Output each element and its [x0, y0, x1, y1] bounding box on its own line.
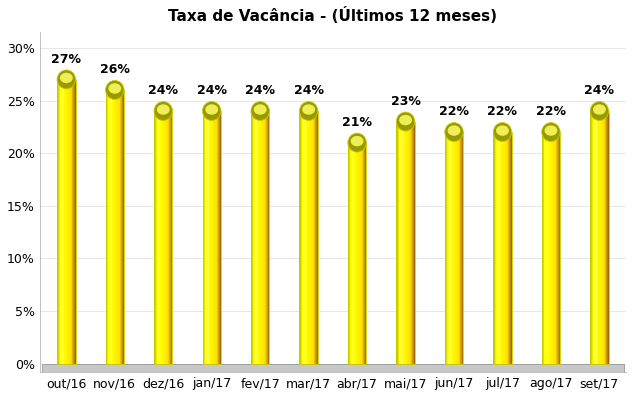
Text: 22%: 22% — [487, 106, 518, 118]
Text: 24%: 24% — [245, 84, 275, 97]
Bar — [154, 111, 172, 364]
Bar — [396, 121, 415, 364]
Ellipse shape — [157, 104, 170, 115]
Ellipse shape — [205, 104, 218, 115]
Text: 22%: 22% — [536, 106, 566, 118]
Ellipse shape — [351, 136, 363, 146]
Bar — [590, 111, 608, 364]
Text: 24%: 24% — [584, 84, 615, 97]
Title: Taxa de Vacância - (Últimos 12 meses): Taxa de Vacância - (Últimos 12 meses) — [168, 7, 498, 24]
Bar — [542, 132, 560, 364]
Text: 24%: 24% — [148, 84, 179, 97]
Ellipse shape — [348, 133, 367, 152]
Bar — [42, 364, 624, 372]
Ellipse shape — [60, 73, 73, 83]
Ellipse shape — [154, 102, 172, 121]
Text: 22%: 22% — [439, 106, 469, 118]
Ellipse shape — [448, 125, 460, 136]
Ellipse shape — [399, 115, 412, 125]
Ellipse shape — [542, 123, 560, 142]
Text: 23%: 23% — [391, 95, 420, 108]
Bar — [203, 111, 221, 364]
Bar — [493, 132, 511, 364]
Text: 27%: 27% — [51, 53, 81, 66]
Bar — [106, 90, 124, 364]
Bar — [445, 132, 463, 364]
Ellipse shape — [590, 102, 608, 121]
Text: 24%: 24% — [294, 84, 323, 97]
Ellipse shape — [57, 70, 75, 89]
Ellipse shape — [396, 112, 415, 131]
Ellipse shape — [445, 123, 463, 142]
Bar — [348, 143, 367, 364]
Text: 26%: 26% — [100, 63, 130, 76]
Ellipse shape — [302, 104, 315, 115]
Ellipse shape — [203, 102, 221, 121]
Ellipse shape — [496, 125, 509, 136]
Text: 21%: 21% — [342, 116, 372, 129]
Ellipse shape — [593, 104, 606, 115]
Ellipse shape — [108, 83, 122, 94]
Ellipse shape — [299, 102, 318, 121]
Ellipse shape — [106, 81, 124, 100]
Ellipse shape — [544, 125, 558, 136]
Ellipse shape — [493, 123, 511, 142]
Bar — [299, 111, 318, 364]
Ellipse shape — [251, 102, 270, 121]
Text: 24%: 24% — [197, 84, 227, 97]
Bar — [251, 111, 270, 364]
Ellipse shape — [254, 104, 266, 115]
Bar — [57, 79, 75, 364]
